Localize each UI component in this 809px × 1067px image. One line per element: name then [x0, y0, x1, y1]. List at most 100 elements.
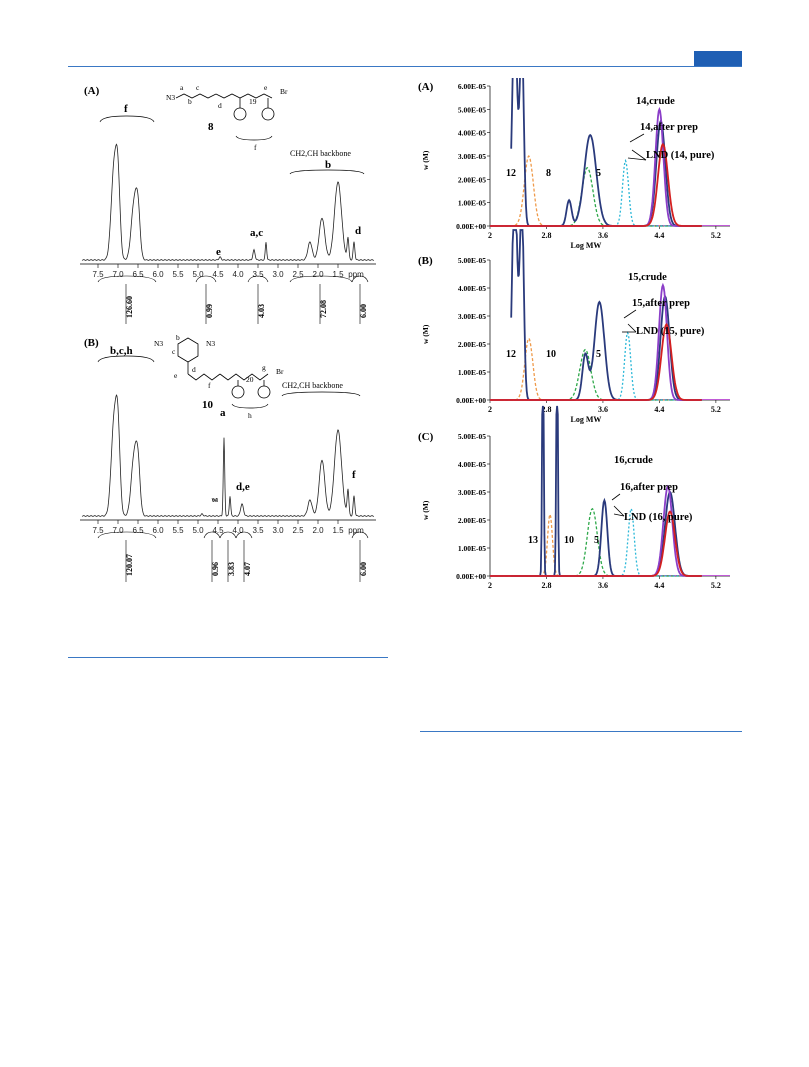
nmr-tick-label: 5.0 — [192, 526, 204, 535]
gpc-annotation-arrow — [613, 513, 625, 517]
nmr-panel-a: (A) N3 Br 19 a b c d e f 8 CH2,CH backbo… — [80, 83, 376, 324]
gpc-y-tick-label: 2.00E-05 — [458, 516, 486, 525]
struct-8-n3: N3 — [166, 93, 175, 102]
gpc-annotation: 5 — [594, 535, 599, 546]
nmr-a-peak-f: f — [124, 103, 128, 115]
nmr-panel-b-label: (B) — [84, 337, 99, 349]
nmr-b-spectrum — [81, 394, 375, 517]
struct-10-lbl-f: f — [208, 381, 211, 390]
compound-10-label: 10 — [202, 399, 214, 411]
compound-8-label: 8 — [208, 121, 214, 133]
gpc-x-tick-label: 5.2 — [711, 405, 721, 414]
gpc-y-tick-label: 3.00E-05 — [458, 152, 486, 161]
nmr-tick-label: 4.0 — [232, 526, 244, 535]
left-section-rule — [68, 657, 388, 658]
struct-8-lbl-f: f — [254, 143, 257, 152]
nmr-a-backbone-label: CH2,CH backbone — [290, 149, 351, 158]
gpc-x-tick-label: 2 — [488, 405, 492, 414]
gpc-annotation: 16,crude — [614, 455, 653, 466]
nmr-b-integrals — [97, 531, 369, 582]
nmr-tick-label: 5.5 — [172, 526, 184, 535]
nmr-b-int-5: 6.00 — [359, 562, 368, 576]
gpc-panel-label: (C) — [418, 431, 434, 443]
nmr-panel-b: (B) N3 N3 Br 20 b c d e f g h 10 CH2,CH … — [80, 333, 376, 582]
nmr-tick-label: 2.5 — [292, 526, 304, 535]
gpc-y-tick-label: 0.00E+00 — [456, 572, 486, 581]
nmr-a-int-5: 6.00 — [359, 304, 368, 318]
nmr-b-int-3: 3.83 — [227, 562, 236, 576]
gpc-series-line — [490, 142, 702, 227]
nmr-figure: (A) N3 Br 19 a b c d e f 8 CH2,CH backbo… — [80, 83, 376, 582]
nmr-a-spectrum — [81, 143, 375, 261]
gpc-x-tick-label: 4.4 — [654, 231, 664, 240]
gpc-x-tick-label: 2.8 — [541, 581, 551, 590]
header-rule — [68, 66, 742, 67]
gpc-x-tick-label: 4.4 — [654, 405, 664, 414]
nmr-tick-label: 1.5 — [332, 526, 344, 535]
gpc-x-tick-label: 5.2 — [711, 581, 721, 590]
struct-8-lbl-e: e — [264, 83, 268, 92]
gpc-annotation: 10 — [546, 349, 556, 360]
gpc-annotation-arrow — [627, 157, 647, 161]
struct-8-lbl-c: c — [196, 83, 200, 92]
gpc-y-tick-label: 2.00E-05 — [458, 340, 486, 349]
gpc-x-tick-label: 3.6 — [598, 581, 608, 590]
nmr-a-peak-b: b — [325, 159, 331, 171]
gpc-y-tick-label: 4.00E-05 — [458, 460, 486, 469]
struct-8-br: Br — [280, 87, 288, 96]
nmr-a-peak-d: d — [355, 225, 361, 237]
nmr-tick-label: 7.0 — [112, 270, 124, 279]
structure-8 — [175, 93, 275, 121]
gpc-x-axis-label: Log MW — [571, 415, 602, 424]
gpc-panel-c: (C) 0.00E+00 1.00E-05 2.00E-05 3.00E-05 4.00E… — [418, 405, 730, 590]
struct-10-lbl-g: g — [262, 363, 266, 372]
nmr-tick-label: 5.0 — [192, 270, 204, 279]
nmr-a-peak-ac: a,c — [250, 227, 263, 239]
nmr-a-int-2: 0.99 — [205, 304, 214, 318]
struct-10-n3-left: N3 — [154, 339, 163, 348]
gpc-y-tick-label: 1.00E-05 — [458, 368, 486, 377]
gpc-x-tick-label: 5.2 — [711, 231, 721, 240]
nmr-b-int-4: 4.07 — [243, 562, 252, 576]
nmr-tick-label: ppm — [348, 526, 364, 535]
nmr-tick-label: 2.5 — [292, 270, 304, 279]
gpc-y-axis-label: w (M) — [421, 500, 430, 520]
gpc-annotation-arrow — [623, 309, 637, 319]
nmr-tick-label: 3.0 — [272, 526, 284, 535]
gpc-panel-label: (A) — [418, 81, 434, 93]
nmr-b-peak-f: f — [352, 469, 356, 481]
nmr-tick-label: 3.5 — [252, 270, 264, 279]
nmr-tick-label: 1.5 — [332, 270, 344, 279]
gpc-y-tick-label: 4.00E-05 — [458, 129, 486, 138]
gpc-y-tick-label: 2.00E-05 — [458, 175, 486, 184]
nmr-tick-label: 6.0 — [152, 270, 164, 279]
struct-8-lbl-a: a — [180, 83, 184, 92]
nmr-b-peak-a: a — [220, 407, 226, 419]
nmr-tick-label: 4.5 — [212, 526, 224, 535]
gpc-y-tick-label: 1.00E-05 — [458, 199, 486, 208]
nmr-a-int-3: 4.03 — [257, 304, 266, 318]
gpc-y-tick-label: 0.00E+00 — [456, 222, 486, 231]
nmr-tick-label: 2.0 — [312, 270, 324, 279]
gpc-y-tick-label: 5.00E-05 — [458, 105, 486, 114]
gpc-x-tick-label: 2.8 — [541, 405, 551, 414]
gpc-y-tick-label: 3.00E-05 — [458, 488, 486, 497]
gpc-x-tick-label: 2 — [488, 231, 492, 240]
gpc-annotation-arrow — [631, 149, 647, 161]
struct-10-lbl-d: d — [192, 365, 196, 374]
gpc-y-tick-label: 6.00E-05 — [458, 82, 486, 91]
struct-10-lbl-b: b — [176, 333, 180, 342]
nmr-a-integrals — [97, 275, 369, 324]
gpc-x-tick-label: 4.4 — [654, 581, 664, 590]
nmr-tick-label: 6.0 — [152, 526, 164, 535]
gpc-annotation: 12 — [506, 349, 516, 360]
nmr-a-int-1: 126.60 — [125, 296, 134, 318]
gpc-panel-a: (A) 0.00E+00 1.00E-05 2.00E-05 3.00E-05 4.00E… — [418, 78, 730, 250]
gpc-x-axis-label: Log MW — [571, 241, 602, 250]
gpc-annotation: 15,crude — [628, 272, 667, 283]
gpc-annotation-arrow — [627, 323, 637, 333]
gpc-x-tick-label: 2.8 — [541, 231, 551, 240]
gpc-y-tick-label: 4.00E-05 — [458, 284, 486, 293]
gpc-annotation: LND (16, pure) — [624, 512, 693, 523]
gpc-y-tick-label: 5.00E-05 — [458, 432, 486, 441]
